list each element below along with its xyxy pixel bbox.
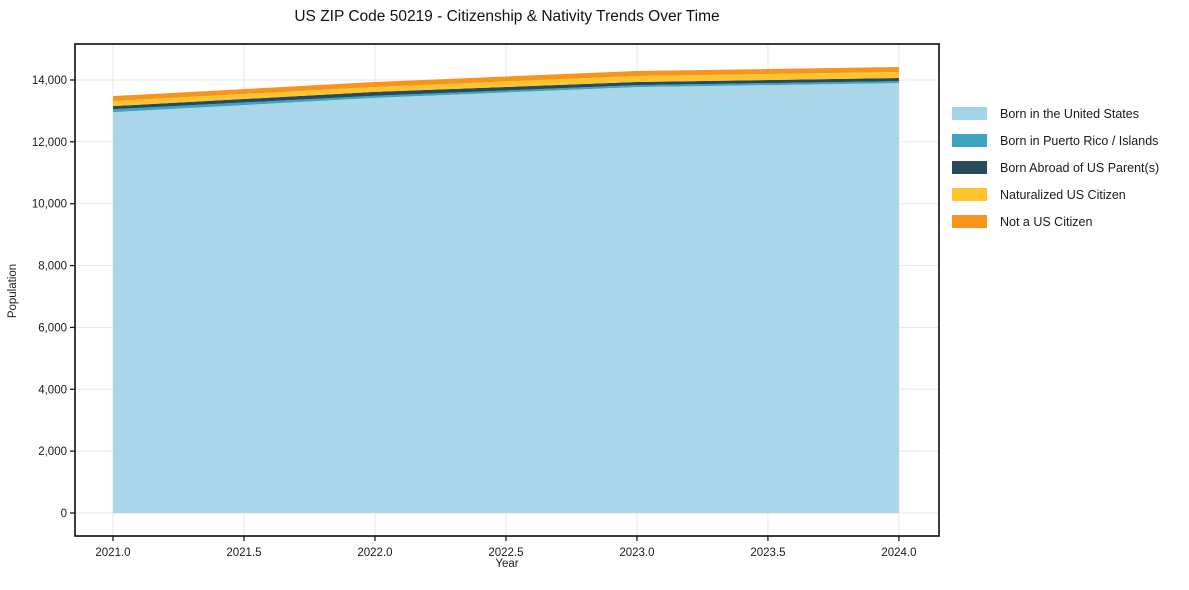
legend-label: Naturalized US Citizen (1000, 187, 1126, 202)
x-tick-label: 2023.0 (619, 547, 654, 559)
legend-swatch-icon (952, 134, 987, 147)
legend-label: Not a US Citizen (1000, 214, 1093, 229)
y-axis-title: Population (7, 263, 19, 319)
y-tick-label: 14,000 (32, 75, 67, 87)
x-tick-label: 2022.5 (488, 547, 523, 559)
y-tick-label: 0 (61, 508, 67, 520)
legend-swatch-icon (952, 188, 987, 201)
legend-swatch-icon (952, 107, 987, 120)
legend: Born in the United States Born in Puerto … (952, 100, 1159, 235)
legend-item: Born in the United States (952, 100, 1159, 127)
x-tick-label: 2023.5 (750, 547, 785, 559)
legend-item: Born Abroad of US Parent(s) (952, 154, 1159, 181)
plot-border (74, 43, 940, 537)
legend-item: Naturalized US Citizen (952, 181, 1159, 208)
x-tick-label: 2021.5 (226, 547, 261, 559)
x-tick-label: 2024.0 (881, 547, 916, 559)
legend-item: Not a US Citizen (952, 208, 1159, 235)
y-tick-label: 8,000 (38, 261, 67, 273)
y-tick-label: 12,000 (32, 137, 67, 149)
y-tick-label: 2,000 (38, 446, 67, 458)
legend-swatch-icon (952, 161, 987, 174)
legend-label: Born Abroad of US Parent(s) (1000, 160, 1160, 175)
chart-title: US ZIP Code 50219 - Citizenship & Nativi… (294, 8, 720, 25)
area-series-4 (113, 67, 899, 101)
y-tick-label: 10,000 (32, 199, 67, 211)
x-tick-label: 2022.0 (357, 547, 392, 559)
y-tick-label: 6,000 (38, 322, 67, 334)
y-tick-label: 4,000 (38, 384, 67, 396)
area-series-2 (113, 78, 899, 110)
x-axis-title: Year (495, 558, 519, 570)
area-series-0 (113, 83, 899, 513)
area-series-3 (113, 72, 899, 107)
legend-swatch-icon (952, 215, 987, 228)
legend-label: Born in the United States (1000, 106, 1139, 121)
legend-label: Born in Puerto Rico / Islands (1000, 133, 1159, 148)
area-series-1 (113, 81, 899, 113)
legend-item: Born in Puerto Rico / Islands (952, 127, 1159, 154)
x-tick-label: 2021.0 (95, 547, 130, 559)
